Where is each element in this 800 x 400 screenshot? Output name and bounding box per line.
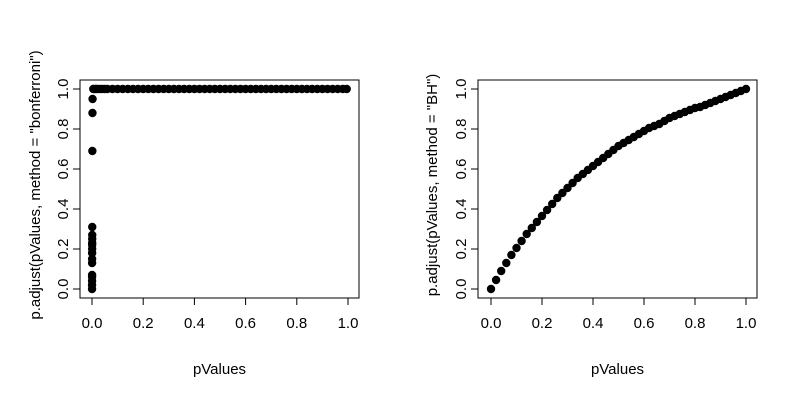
data-point [88,222,97,232]
x-tick-label: 0.4 [583,315,604,332]
x-axis: 0.0 0.2 0.4 0.6 0.8 1.0 [481,297,757,332]
data-point [342,84,351,94]
data-point [741,84,751,94]
data-point [507,250,516,260]
x-tick-label: 1.0 [736,315,757,332]
bh-scatter-plot: 0.0 0.2 0.4 0.6 0.8 1.0 0.0 0.2 0.4 0.6 0.8 1.0 pV… [424,74,758,378]
data-point [542,205,552,215]
x-tick-label: 0.0 [481,315,502,332]
x-tick-label: 0.6 [634,315,655,332]
x-axis-label: pValues [193,361,246,378]
y-tick-label: 1.0 [453,79,470,100]
x-tick-label: 0.0 [82,315,103,332]
y-axis-label: p.adjust(pValues, method = "BH") [424,74,441,297]
data-point [87,254,97,264]
data-point [497,266,506,276]
data-point [88,146,97,156]
y-tick-label: 0.4 [453,199,470,220]
data-point [527,223,536,233]
y-axis: 0.0 0.2 0.4 0.6 0.8 1.0 [453,79,479,300]
data-point [537,211,547,221]
x-tick-label: 0.2 [133,315,154,332]
data-points [87,84,351,294]
data-point [88,94,97,104]
data-point [532,217,542,227]
data-points [486,84,751,294]
y-tick-label: 0.2 [55,239,72,260]
y-tick-label: 0.4 [55,199,72,220]
y-tick-label: 0.0 [453,279,470,300]
y-axis: 0.0 0.2 0.4 0.6 0.8 1.0 [55,79,81,300]
y-tick-label: 0.8 [453,119,470,140]
bonferroni-scatter-plot: 0.0 0.2 0.4 0.6 0.8 1.0 0.0 0.2 0.4 0.6 0.8 1.0 pV… [27,50,360,378]
x-tick-label: 0.6 [235,315,256,332]
data-point [548,199,557,209]
x-tick-label: 0.2 [532,315,553,332]
x-tick-label: 0.8 [286,315,307,332]
y-tick-label: 0.0 [55,279,72,300]
y-tick-label: 0.6 [453,159,470,180]
y-tick-label: 0.2 [453,239,470,260]
y-tick-label: 1.0 [55,79,72,100]
data-point [88,108,97,118]
x-tick-label: 0.8 [685,315,706,332]
plot-frame [477,79,758,299]
data-point [87,270,97,280]
data-point [512,243,521,253]
x-axis: 0.0 0.2 0.4 0.6 0.8 1.0 [82,297,359,332]
data-point [517,236,526,246]
data-point [502,258,511,268]
x-tick-label: 0.4 [184,315,205,332]
data-point [522,229,531,239]
data-point [486,284,496,294]
data-point [88,230,97,240]
plot-frame [79,79,360,299]
data-point [491,275,501,285]
x-tick-label: 1.0 [338,315,359,332]
x-axis-label: pValues [591,361,644,378]
y-tick-label: 0.8 [55,119,72,140]
y-tick-label: 0.6 [55,159,72,180]
y-axis-label: p.adjust(pValues, method = "bonferroni") [27,50,44,319]
